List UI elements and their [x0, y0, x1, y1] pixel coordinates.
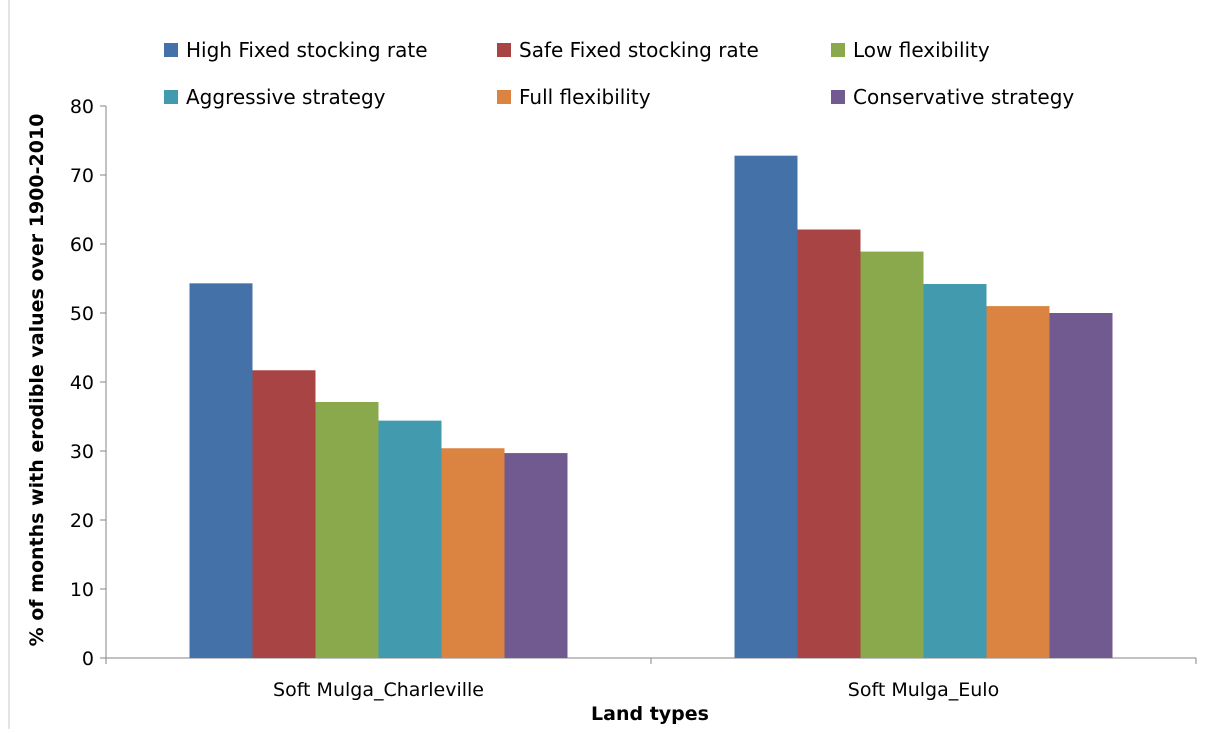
- legend-swatch: [497, 90, 511, 104]
- legend-label: Full flexibility: [519, 85, 651, 109]
- bar: [734, 155, 798, 658]
- legend-label: Low flexibility: [853, 38, 990, 62]
- legend-label: Safe Fixed stocking rate: [519, 38, 759, 62]
- bar: [797, 229, 861, 658]
- x-axis-title: Land types: [591, 703, 709, 725]
- legend-label: Conservative strategy: [853, 85, 1074, 109]
- x-category-label: Soft Mulga_Charleville: [273, 679, 484, 701]
- legend-label: Aggressive strategy: [186, 85, 386, 109]
- y-tick-label: 30: [70, 441, 94, 463]
- bar: [315, 402, 379, 658]
- bar: [1049, 313, 1113, 658]
- legend-swatch: [497, 43, 511, 57]
- legend: High Fixed stocking rate Safe Fixed stock…: [164, 38, 1074, 109]
- y-tick-label: 80: [70, 96, 94, 118]
- legend-label: High Fixed stocking rate: [186, 38, 428, 62]
- y-tick-label: 60: [70, 234, 94, 256]
- legend-swatch: [164, 43, 178, 57]
- y-tick-label: 20: [70, 510, 94, 532]
- bar: [441, 448, 505, 658]
- y-tick-label: 70: [70, 165, 94, 187]
- plot-area: 0 10 20 30 40 50 60 70 80 Soft Mulga_Charleville S…: [70, 96, 1197, 701]
- x-category-label: Soft Mulga_Eulo: [848, 679, 999, 701]
- bar: [986, 306, 1050, 658]
- y-tick-label: 50: [70, 303, 94, 325]
- y-tick-label: 10: [70, 579, 94, 601]
- y-tick-label: 40: [70, 372, 94, 394]
- bar: [378, 420, 442, 658]
- bar: [252, 370, 316, 658]
- bar: [860, 251, 924, 658]
- legend-swatch: [831, 43, 845, 57]
- bar: [504, 453, 568, 658]
- y-axis-title: % of months with erodible values over 19…: [26, 114, 48, 647]
- y-tick-label: 0: [82, 648, 94, 670]
- bar: [923, 284, 987, 658]
- bar: [189, 283, 253, 658]
- legend-swatch: [831, 90, 845, 104]
- legend-swatch: [164, 90, 178, 104]
